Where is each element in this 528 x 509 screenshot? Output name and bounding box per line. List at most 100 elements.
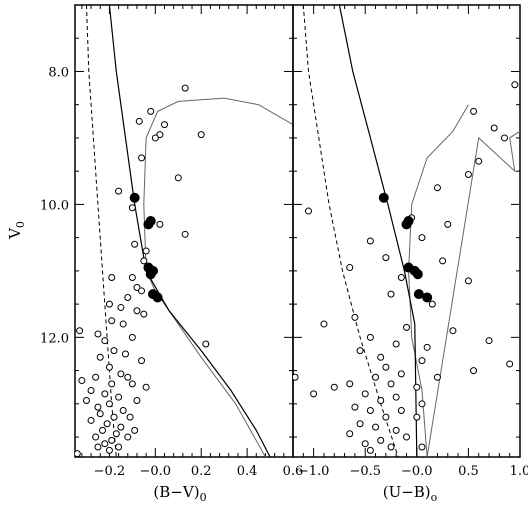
x-tick-label: 0.4 <box>237 464 258 479</box>
open-point <box>78 377 86 385</box>
right-panel: −1.0 −0.5 −0.0 0.5 1.0 <box>292 4 528 479</box>
open-point <box>418 357 426 365</box>
open-point <box>372 423 380 431</box>
open-point <box>304 207 312 215</box>
open-point <box>82 397 90 404</box>
open-point <box>392 426 400 434</box>
open-point <box>124 293 132 301</box>
open-point <box>117 370 125 378</box>
open-point <box>418 443 426 451</box>
open-point <box>433 373 441 381</box>
open-point <box>366 237 374 245</box>
open-point <box>108 274 116 282</box>
x-tick-label: 0.5 <box>458 464 479 479</box>
open-point <box>105 300 113 308</box>
open-point <box>121 350 129 358</box>
open-point <box>128 380 136 388</box>
open-point <box>101 337 109 345</box>
plot-area <box>293 5 520 457</box>
open-point <box>475 157 483 165</box>
left-panel: −0.2 −0.0 0.2 0.4 0.6 8.0 10.0 12.0 <box>40 4 303 479</box>
open-point <box>444 220 452 228</box>
open-point <box>140 310 148 318</box>
open-point <box>423 343 431 351</box>
open-point <box>147 107 155 115</box>
filled-point <box>152 292 163 303</box>
open-point <box>156 220 164 228</box>
filled-point <box>145 269 156 280</box>
open-point <box>108 317 116 325</box>
open-point <box>202 340 210 348</box>
open-point <box>108 380 116 388</box>
open-point <box>128 333 136 341</box>
open-point <box>124 373 132 381</box>
open-point <box>413 413 421 421</box>
open-point <box>449 327 457 335</box>
open-point <box>76 327 84 335</box>
open-point <box>382 254 390 262</box>
open-point <box>387 380 395 388</box>
filled-point <box>422 292 433 303</box>
open-point <box>397 406 405 414</box>
open-point <box>115 187 123 195</box>
y-tick-label: 8.0 <box>48 65 69 80</box>
filled-point <box>378 192 389 203</box>
open-point <box>87 416 95 424</box>
isochrone-solid <box>338 5 418 457</box>
open-point <box>356 420 364 428</box>
open-point <box>197 131 205 139</box>
open-point <box>115 443 123 451</box>
open-point <box>99 426 107 434</box>
x-tick-label: −0.5 <box>349 464 381 479</box>
open-point <box>181 84 189 92</box>
open-point <box>117 423 125 431</box>
open-point <box>346 430 354 438</box>
open-point <box>133 284 141 291</box>
filled-point <box>129 192 140 203</box>
open-point <box>160 121 168 129</box>
open-point <box>174 174 182 182</box>
plot-frame <box>292 4 521 458</box>
open-point <box>140 257 148 265</box>
open-point <box>133 307 141 315</box>
open-point <box>413 383 421 391</box>
open-point <box>418 234 426 242</box>
open-point <box>464 277 472 285</box>
open-point <box>117 303 125 311</box>
y-axis-label: V0 <box>6 221 27 240</box>
open-point <box>124 433 132 441</box>
open-point <box>119 320 127 328</box>
open-point <box>94 443 102 451</box>
isochrone-gray <box>143 97 293 457</box>
open-point <box>310 390 318 398</box>
open-point <box>119 406 127 414</box>
x-tick-label: 1.0 <box>510 464 528 479</box>
open-point <box>135 117 143 125</box>
open-point <box>366 446 374 454</box>
filled-point <box>413 289 424 300</box>
open-point <box>151 134 159 142</box>
open-point <box>131 426 139 434</box>
open-point <box>397 370 405 378</box>
open-point <box>92 433 100 441</box>
open-point <box>485 337 493 345</box>
open-point <box>356 347 364 355</box>
open-point <box>101 390 109 398</box>
filled-point <box>403 216 414 227</box>
plot-area <box>75 5 293 457</box>
open-point <box>377 353 385 361</box>
open-point <box>96 410 104 418</box>
open-point <box>96 353 104 361</box>
open-point <box>105 400 113 408</box>
open-point <box>346 264 354 272</box>
open-point <box>506 360 514 368</box>
open-point <box>377 436 385 444</box>
x-tick-label: −1.0 <box>298 464 330 479</box>
open-point <box>387 443 395 451</box>
open-point <box>131 240 139 248</box>
open-point <box>392 340 400 348</box>
open-point <box>470 367 478 375</box>
open-point <box>105 446 113 454</box>
open-point <box>92 373 100 381</box>
